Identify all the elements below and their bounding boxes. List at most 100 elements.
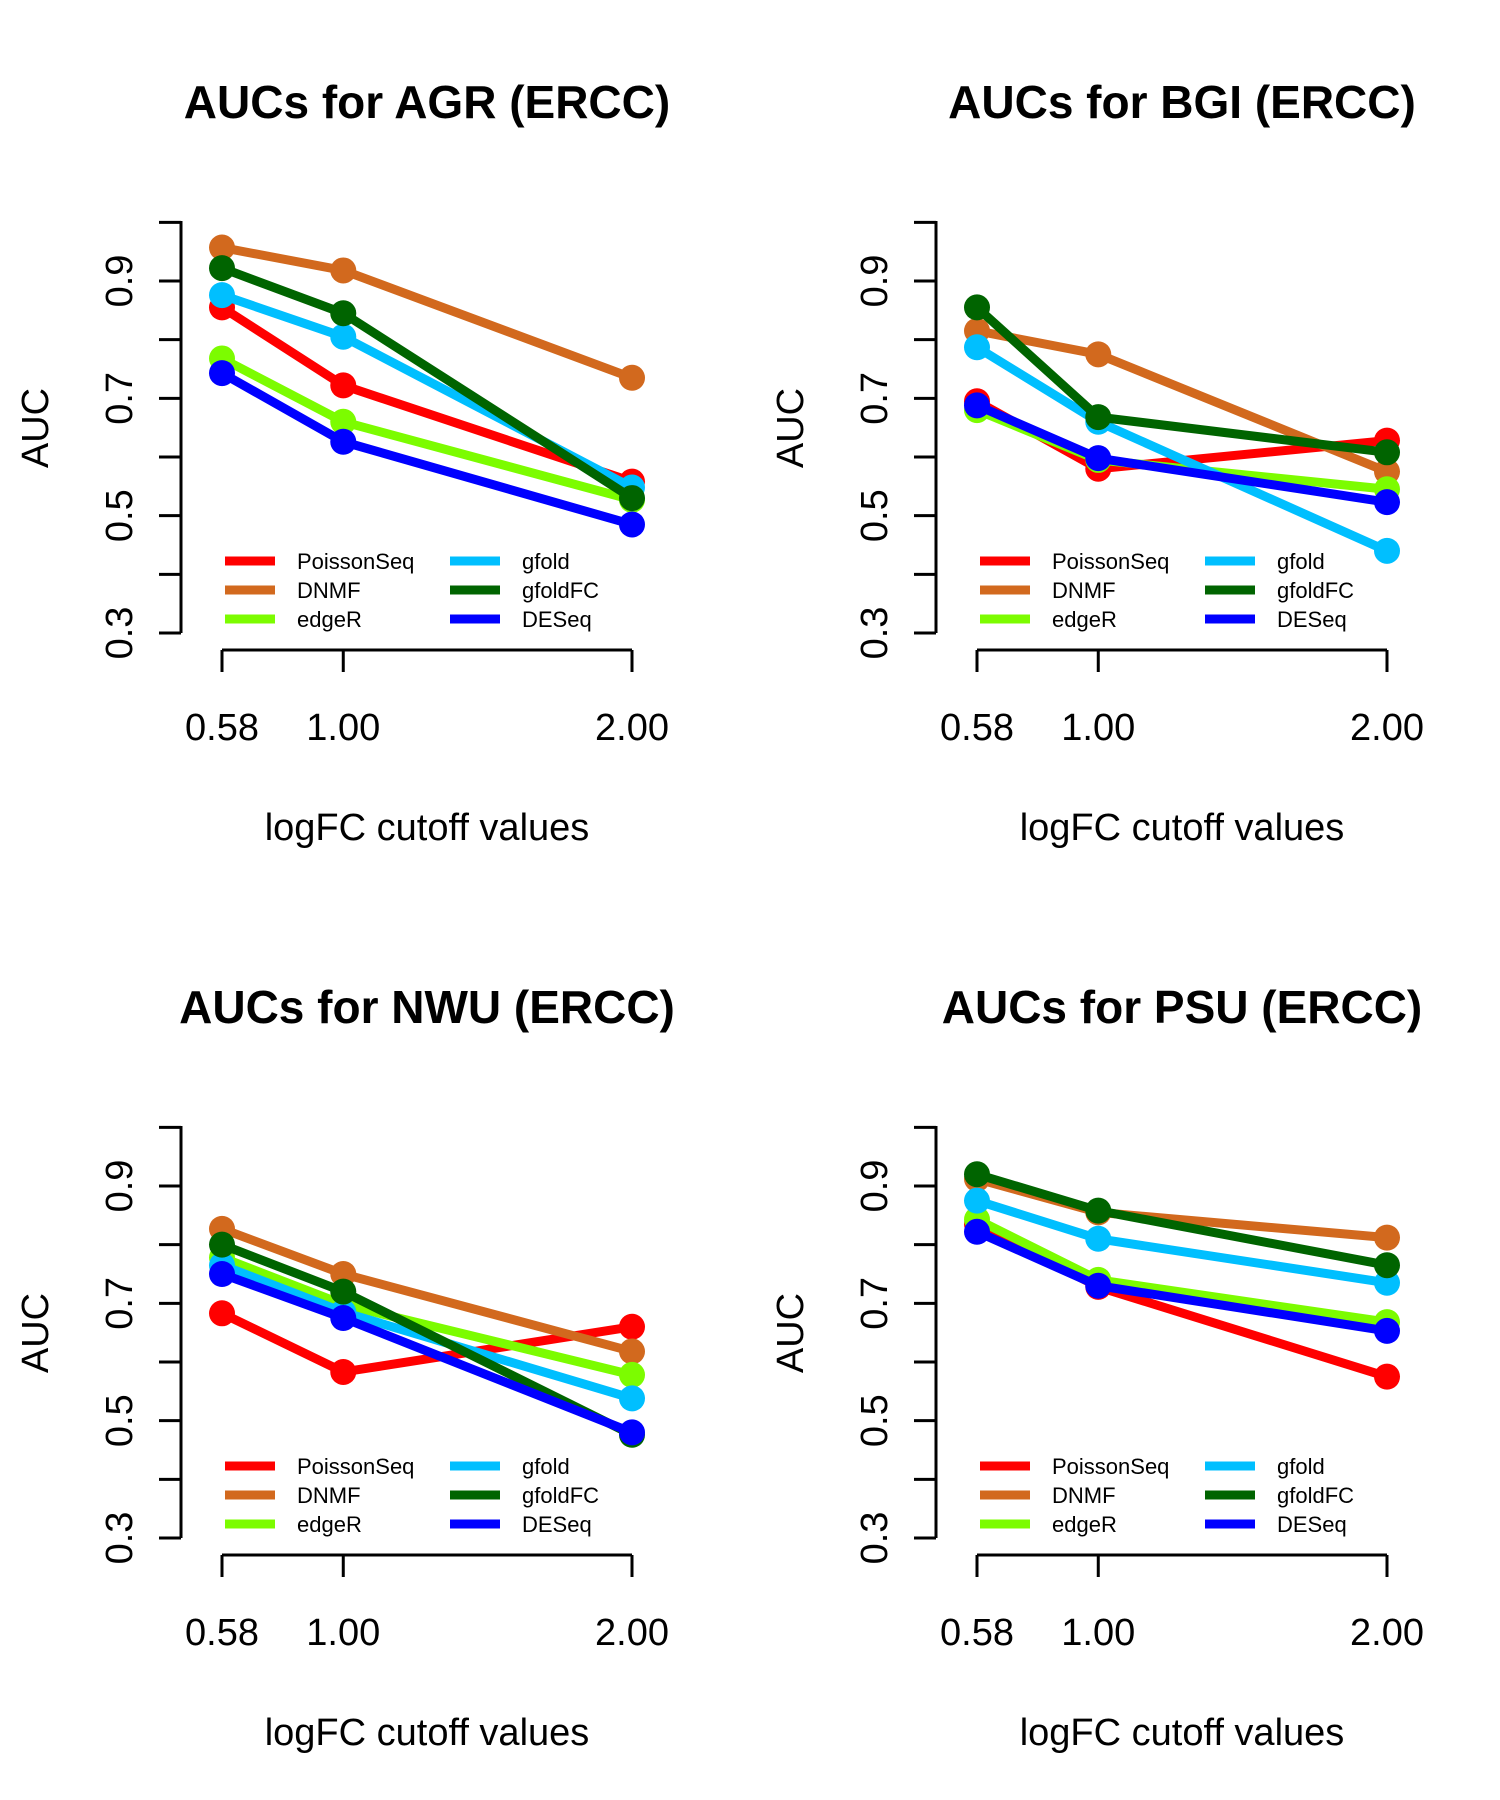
series-DESeq: [964, 392, 1400, 516]
legend-item: PoissonSeq: [980, 549, 1169, 574]
data-point: [1374, 489, 1400, 516]
data-point: [209, 1300, 235, 1327]
x-tick-label: 1.00: [306, 1612, 380, 1654]
legend-label: edgeR: [297, 607, 362, 632]
data-point: [1374, 1224, 1400, 1251]
series-gfoldFC: [209, 255, 645, 512]
legend-item: gfoldFC: [450, 578, 599, 603]
data-point: [1085, 341, 1112, 368]
legend-label: DNMF: [297, 578, 361, 603]
data-point: [964, 1161, 990, 1188]
data-point: [330, 1278, 357, 1305]
data-point: [1085, 1272, 1112, 1299]
x-tick-label: 1.00: [1061, 1612, 1135, 1654]
chart-title: AUCs for PSU (ERCC): [942, 981, 1422, 1033]
series-gfoldFC: [964, 294, 1400, 466]
legend-label: DNMF: [297, 1483, 361, 1508]
data-point: [330, 428, 357, 455]
legend-item: DESeq: [1205, 607, 1347, 632]
y-tick-label: 0.7: [99, 372, 141, 425]
legend-item: edgeR: [225, 607, 362, 632]
y-tick-label: 0.5: [854, 489, 896, 542]
legend-item: gfold: [1205, 1454, 1325, 1479]
legend-label: edgeR: [297, 1512, 362, 1537]
series-line: [975, 401, 1388, 507]
data-point: [330, 300, 357, 327]
data-point: [619, 1338, 645, 1365]
x-axis-label: logFC cutoff values: [1020, 807, 1345, 849]
y-tick-label: 0.5: [99, 489, 141, 542]
legend-item: gfold: [450, 549, 570, 574]
legend-label: gfoldFC: [1277, 1483, 1354, 1508]
legend-item: DESeq: [450, 1512, 592, 1537]
legend-item: edgeR: [225, 1512, 362, 1537]
legend-label: DNMF: [1052, 1483, 1116, 1508]
data-point: [330, 372, 357, 399]
legend-label: gfold: [522, 549, 570, 574]
x-tick-label: 1.00: [1061, 707, 1135, 749]
legend-item: gfoldFC: [450, 1483, 599, 1508]
series-line: [976, 326, 1389, 476]
data-point: [964, 1218, 990, 1245]
data-point: [1374, 1363, 1400, 1390]
y-tick-label: 0.7: [99, 1277, 141, 1330]
series-gfoldFC: [964, 1161, 1400, 1279]
legend-label: DESeq: [1277, 607, 1347, 632]
data-point: [209, 282, 235, 309]
legend: PoissonSeq DNMF edgeR gfold gfoldFC DESeq: [980, 549, 1354, 632]
legend-item: edgeR: [980, 1512, 1117, 1537]
data-point: [619, 511, 645, 538]
data-point: [330, 323, 357, 350]
legend-label: PoissonSeq: [297, 549, 414, 574]
y-tick-label: 0.3: [854, 607, 896, 660]
data-point: [1085, 445, 1112, 472]
legend-label: gfold: [1277, 549, 1325, 574]
data-point: [209, 255, 235, 282]
y-axis-label: AUC: [770, 388, 812, 468]
y-tick-label: 0.5: [854, 1394, 896, 1447]
data-point: [964, 1187, 990, 1214]
legend-item: gfold: [450, 1454, 570, 1479]
y-axis-label: AUC: [15, 1293, 57, 1373]
data-point: [330, 257, 357, 284]
y-tick-label: 0.9: [99, 1160, 141, 1213]
legend-label: edgeR: [1052, 607, 1117, 632]
legend: PoissonSeq DNMF edgeR gfold gfoldFC DESeq: [225, 1454, 599, 1537]
x-tick-label: 0.58: [185, 707, 259, 749]
data-point: [1085, 1197, 1112, 1224]
legend-label: PoissonSeq: [297, 1454, 414, 1479]
data-point: [330, 1358, 357, 1385]
legend-item: PoissonSeq: [225, 549, 414, 574]
data-point: [209, 360, 235, 387]
chart-title: AUCs for BGI (ERCC): [948, 76, 1416, 128]
legend-label: gfoldFC: [522, 578, 599, 603]
data-point: [619, 1385, 645, 1412]
data-point: [619, 485, 645, 512]
data-point: [1374, 1252, 1400, 1279]
x-axis-label: logFC cutoff values: [265, 1712, 590, 1754]
x-tick-label: 1.00: [306, 707, 380, 749]
data-point: [964, 392, 990, 419]
chart-panel-1: AUCs for AGR (ERCC) 0.3 0.5 0.7 0.9 0.58 1.00 2…: [15, 76, 670, 849]
legend-item: PoissonSeq: [980, 1454, 1169, 1479]
chart-title: AUCs for NWU (ERCC): [179, 981, 675, 1033]
y-tick-label: 0.9: [854, 255, 896, 308]
data-point: [619, 364, 645, 391]
data-point: [209, 1231, 235, 1258]
legend-item: DESeq: [450, 607, 592, 632]
x-tick-label: 0.58: [940, 1612, 1014, 1654]
chart-panel-3: AUCs for NWU (ERCC) 0.3 0.5 0.7 0.9 0.58 1.00 2…: [15, 981, 675, 1754]
x-tick-label: 0.58: [185, 1612, 259, 1654]
data-point: [619, 1361, 645, 1388]
chart-panel-4: AUCs for PSU (ERCC) 0.3 0.5 0.7 0.9 0.58 1.00 2…: [770, 981, 1424, 1754]
data-point: [964, 294, 990, 321]
legend-label: gfold: [1277, 1454, 1325, 1479]
legend-item: edgeR: [980, 607, 1117, 632]
legend-item: DNMF: [225, 578, 361, 603]
data-point: [209, 1261, 235, 1287]
y-tick-label: 0.5: [99, 1394, 141, 1447]
x-axis-label: logFC cutoff values: [265, 807, 590, 849]
legend-item: gfoldFC: [1205, 1483, 1354, 1508]
series-gfold: [964, 1187, 1400, 1296]
